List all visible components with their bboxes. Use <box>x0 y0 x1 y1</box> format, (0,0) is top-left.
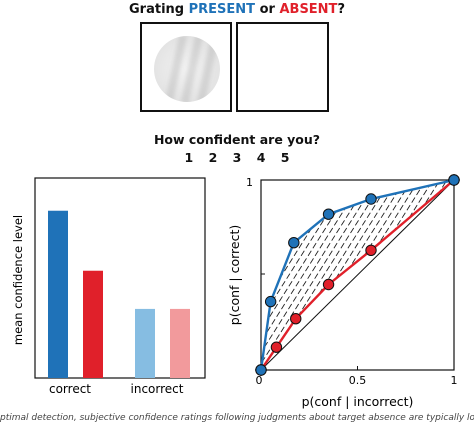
grating-patch <box>154 36 220 102</box>
diagonal-line <box>260 179 455 371</box>
y-tick-1: 1 <box>246 176 253 189</box>
question-or: or <box>259 2 275 17</box>
hatch-line <box>417 180 454 370</box>
absent-label: ABSENT <box>279 2 338 17</box>
absent-point <box>270 341 283 353</box>
question-prefix: Grating <box>129 2 185 17</box>
bar-correct-1 <box>83 270 103 378</box>
hatch-line <box>261 180 350 370</box>
hatch-line <box>452 180 454 370</box>
bar-chart-frame <box>34 177 206 379</box>
x-tick-05: 0.5 <box>349 374 367 387</box>
endpoint-point <box>255 364 267 376</box>
bar-chart: correct incorrect mean confidence level <box>11 177 206 396</box>
figure-caption: ptimal detection, subjective confidence … <box>0 413 474 423</box>
grating-question: Grating PRESENT or ABSENT? <box>0 2 474 17</box>
present-point <box>322 208 335 220</box>
present-label: PRESENT <box>188 2 256 17</box>
x-tick-0: 0 <box>256 374 263 387</box>
absent-point <box>365 244 377 257</box>
hatch-line <box>361 180 454 370</box>
category-label-correct: correct <box>49 382 91 396</box>
absent-point <box>322 278 335 291</box>
hatch-line <box>261 180 378 370</box>
present-curve <box>259 178 455 371</box>
hatch-line <box>382 180 454 370</box>
hatched-region <box>261 180 474 370</box>
hatch-line <box>389 180 454 370</box>
bar-y-axis-label: mean confidence level <box>11 215 25 345</box>
bar-incorrect-0 <box>135 308 155 378</box>
category-label-incorrect: incorrect <box>131 382 184 396</box>
roc-chart: 0 0.5 1 1 p(conf | incorrect) p(conf | c… <box>227 174 474 409</box>
present-point <box>365 193 377 205</box>
x-tick-1: 1 <box>451 374 458 387</box>
question-mark: ? <box>337 2 345 17</box>
hatch-line <box>261 180 371 370</box>
hatch-line <box>424 180 454 370</box>
endpoint-point <box>448 174 460 186</box>
bar-incorrect-1 <box>170 308 190 378</box>
stimulus-absent-box <box>236 22 329 112</box>
hatch-line <box>467 180 474 370</box>
confidence-question: How confident are you? <box>153 132 321 147</box>
absent-point <box>290 313 302 325</box>
hatch-line <box>438 180 454 370</box>
hatch-line <box>445 180 454 370</box>
stimulus-present-box <box>140 22 232 112</box>
bar-correct-0 <box>48 210 68 378</box>
hatch-line <box>396 180 454 370</box>
roc-x-axis-label: p(conf | incorrect) <box>302 394 414 409</box>
present-point <box>288 237 300 249</box>
present-point <box>264 295 277 308</box>
hatch-line <box>460 180 474 370</box>
hatch-line <box>261 180 357 370</box>
hatch-line <box>431 180 454 370</box>
roc-y-axis-label: p(conf | correct) <box>227 225 242 325</box>
confidence-scale: 1 2 3 4 5 <box>184 150 290 165</box>
bar-group <box>48 210 190 378</box>
roc-points <box>255 174 460 376</box>
